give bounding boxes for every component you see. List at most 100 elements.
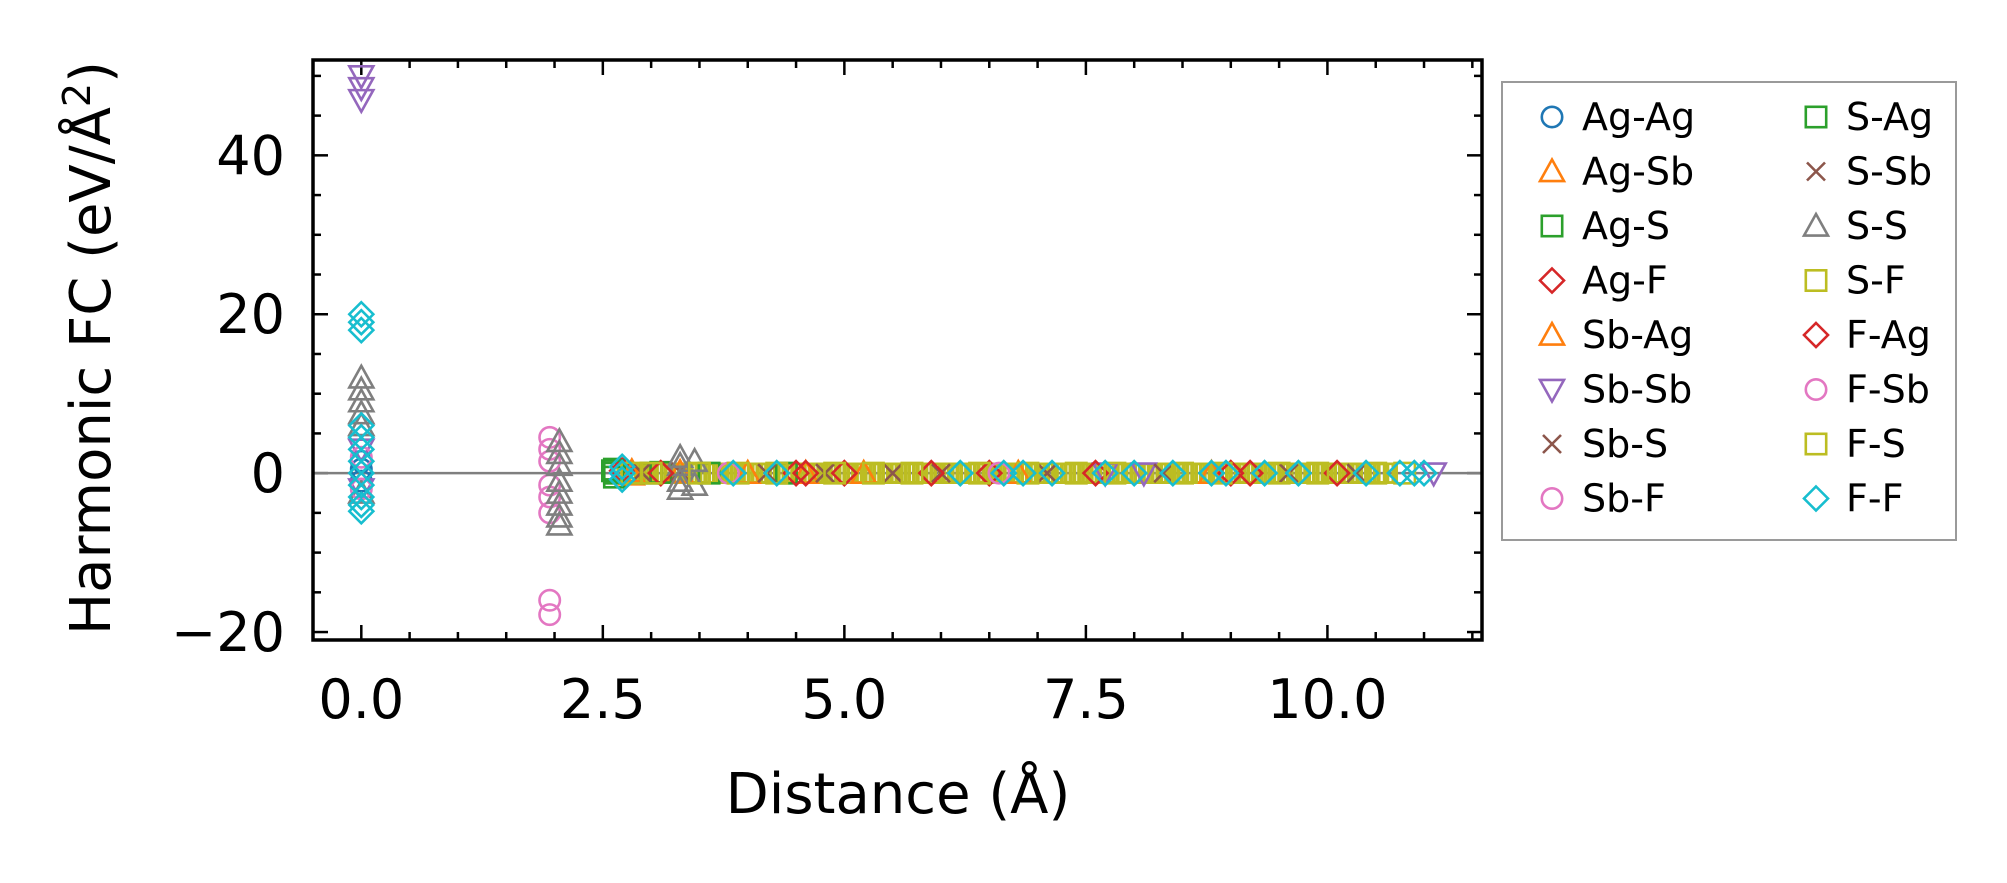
data-point — [946, 459, 975, 487]
x-tick-label: 0.0 — [318, 668, 404, 731]
y-axis-title-close: ) — [59, 61, 124, 83]
legend-label: F-Sb — [1846, 368, 1930, 412]
y-tick-label: −20 — [171, 601, 285, 664]
legend-marker — [1540, 486, 1564, 510]
data-point — [347, 491, 376, 519]
axis-ticks — [311, 60, 1482, 640]
data-point — [1120, 459, 1149, 487]
legend-item: S-S — [1801, 204, 1908, 248]
legend-marker — [1801, 211, 1831, 237]
legend-label: S-S — [1846, 204, 1908, 248]
series-s-s — [347, 363, 709, 536]
data-point — [545, 450, 574, 477]
data-point — [545, 510, 574, 536]
legend-box — [1501, 81, 1957, 541]
data-point — [1364, 461, 1388, 485]
data-point — [989, 459, 1018, 487]
data-point — [347, 471, 376, 499]
plot-area-frame — [311, 58, 1484, 642]
data-point — [1250, 459, 1279, 487]
data-point — [639, 461, 663, 485]
data-point — [545, 438, 574, 465]
legend-label: Sb-Sb — [1582, 368, 1692, 412]
data-point — [1153, 463, 1174, 484]
data-point — [1306, 461, 1330, 485]
legend-marker — [1540, 105, 1564, 129]
legend-item: S-F — [1804, 259, 1906, 303]
legend-marker — [1538, 266, 1566, 295]
data-point — [1091, 459, 1120, 487]
data-point — [1393, 461, 1417, 485]
legend-label: Sb-F — [1582, 477, 1666, 521]
data-point — [830, 459, 859, 487]
data-point — [347, 398, 376, 425]
legend-marker — [1804, 377, 1828, 401]
data-point — [347, 300, 376, 329]
data-point — [1038, 459, 1066, 487]
data-point — [987, 461, 1011, 485]
data-point — [1352, 459, 1380, 487]
legend-item: Ag-F — [1538, 259, 1668, 303]
data-point — [791, 458, 820, 485]
legend-label: Sb-Ag — [1582, 313, 1693, 357]
legend-item: F-Sb — [1804, 368, 1930, 412]
legend-item: Sb-Sb — [1537, 368, 1692, 412]
legend-label: Sb-S — [1582, 422, 1668, 466]
y-tick-label: 40 — [216, 124, 285, 187]
data-point — [1209, 461, 1233, 485]
legend-item: Ag-Sb — [1537, 150, 1694, 194]
legend-label: S-F — [1846, 259, 1906, 303]
data-point — [347, 88, 376, 115]
legend: Ag-Ag Ag-Sb Ag-S Ag-F Sb-Ag Sb-Sb Sb-S Sb-F S-Ag… — [1501, 81, 1957, 541]
data-point — [347, 410, 376, 437]
data-point — [1129, 462, 1159, 488]
legend-label: Ag-F — [1582, 259, 1668, 303]
legend-label: Ag-Ag — [1582, 95, 1695, 139]
legend-label: F-Ag — [1846, 313, 1931, 357]
data-point — [347, 497, 376, 526]
legend-label: F-S — [1846, 422, 1906, 466]
data-points — [347, 64, 1448, 627]
legend-marker — [1540, 214, 1564, 238]
data-point — [1212, 459, 1240, 487]
data-point — [719, 459, 748, 487]
data-point — [545, 502, 574, 528]
data-point — [726, 461, 750, 485]
data-point — [608, 465, 636, 494]
y-axis-title-superscript: 2 — [55, 83, 99, 107]
data-point — [823, 461, 847, 485]
data-point — [347, 308, 376, 337]
legend-marker — [1537, 320, 1567, 346]
data-point — [861, 461, 885, 485]
legend-item: F-S — [1804, 422, 1906, 466]
legend-marker — [1804, 268, 1828, 292]
series-f-s — [639, 461, 1417, 485]
data-point — [538, 588, 562, 612]
y-axis-title-main: Harmonic FC (eV/Å — [58, 107, 124, 635]
legend-label: Ag-S — [1582, 204, 1670, 248]
data-point — [1284, 459, 1313, 487]
data-point — [608, 459, 636, 487]
legend-marker — [1806, 161, 1826, 182]
legend-marker — [1804, 105, 1828, 129]
legend-item: Sb-Ag — [1537, 313, 1693, 357]
data-point — [1267, 461, 1291, 485]
tick-labels: 0.0 2.5 5.0 7.5 10.0 −20 0 20 40 — [171, 124, 1388, 731]
y-tick-label: 0 — [251, 442, 285, 505]
x-axis-title: Distance (Å) — [726, 761, 1071, 827]
y-axis-title: Harmonic FC (eV/Å2) — [55, 61, 124, 635]
legend-marker — [1802, 321, 1830, 349]
data-point — [347, 316, 376, 344]
data-point — [1016, 461, 1040, 485]
legend-item: Ag-S — [1540, 204, 1670, 248]
data-point — [791, 459, 820, 487]
data-point — [347, 483, 376, 511]
data-point — [762, 459, 791, 487]
legend-item: S-Ag — [1804, 95, 1933, 139]
data-point — [931, 463, 951, 484]
legend-label: Ag-Sb — [1582, 150, 1694, 194]
legend-marker — [1804, 432, 1828, 456]
legend-item: Sb-S — [1542, 422, 1668, 466]
data-point — [900, 461, 924, 485]
x-tick-label: 2.5 — [560, 668, 646, 731]
